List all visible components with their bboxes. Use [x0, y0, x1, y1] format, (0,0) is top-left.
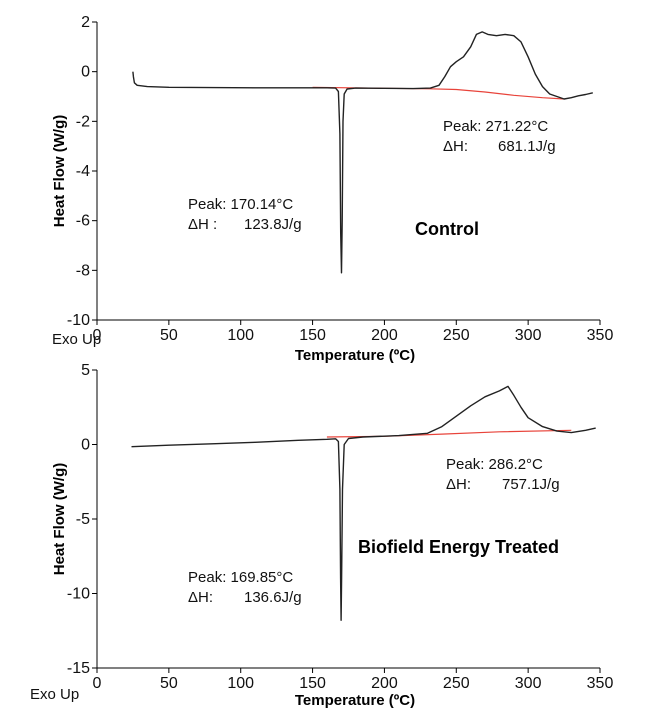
treated-y-axis-title: Heat Flow (W/g): [51, 463, 68, 576]
control-y-tick-label: 2: [81, 14, 90, 31]
treated-dh2-value: 757.1J/g: [502, 476, 560, 493]
treated-y-tick-label: -15: [67, 660, 90, 677]
control-x-tick-label: 300: [515, 327, 542, 344]
treated-dh1-symbol: ΔH:: [188, 589, 213, 606]
control-y-tick-label: -6: [76, 213, 90, 230]
control-x-tick-label: 350: [587, 327, 614, 344]
control-x-tick-label: 100: [227, 327, 254, 344]
control-x-tick-label: 150: [299, 327, 326, 344]
control-x-tick-label: 250: [443, 327, 470, 344]
treated-y-tick-label: 5: [81, 362, 90, 379]
control-x-tick-label: 0: [93, 327, 102, 344]
treated-x-tick-label: 0: [93, 675, 102, 692]
treated-x-tick-label: 300: [515, 675, 542, 692]
control-exo-up-label: Exo Up: [52, 331, 101, 348]
control-tick-layer: 20-2-4-6-8-100 50 100 150 200 250 300 350: [67, 14, 614, 344]
control-dh1-symbol: ΔH :: [188, 216, 217, 233]
control-y-axis-title: Heat Flow (W/g): [51, 115, 68, 228]
control-y-tick-label: -8: [76, 262, 90, 279]
control-dh2-value: 681.1J/g: [498, 138, 556, 155]
treated-x-tick-label: 150: [299, 675, 326, 692]
treated-curve-layer: [131, 385, 596, 621]
control-chart-panel: 20-2-4-6-8-100 50 100 150 200 250 300 350 Heat …: [51, 14, 613, 364]
control-y-tick-label: -2: [76, 113, 90, 130]
treated-x-tick-label: 100: [227, 675, 254, 692]
control-dh1-value: 123.8J/g: [244, 216, 302, 233]
treated-y-tick-label: 0: [81, 437, 90, 454]
control-peak2-label: Peak: 271.22°C: [443, 118, 548, 135]
treated-chart-panel: 50-5-10-150 50 100 150 200 250 300 350 Heat Flo…: [30, 362, 613, 708]
treated-x-axis-title: Temperature (ºC): [295, 692, 415, 708]
treated-peak2-label: Peak: 286.2°C: [446, 456, 543, 473]
control-curve-layer: [132, 31, 593, 274]
control-heat-flow-line: [132, 31, 593, 274]
treated-title: Biofield Energy Treated: [358, 537, 559, 557]
treated-peak1-label: Peak: 169.85°C: [188, 569, 293, 586]
control-x-axis-title: Temperature (ºC): [295, 347, 415, 364]
treated-x-tick-label: 250: [443, 675, 470, 692]
control-x-tick-label: 50: [160, 327, 178, 344]
treated-tick-layer: 50-5-10-150 50 100 150 200 250 300 350: [67, 362, 614, 692]
control-peak1-label: Peak: 170.14°C: [188, 196, 293, 213]
treated-dh1-value: 136.6J/g: [244, 589, 302, 606]
treated-dh2-symbol: ΔH:: [446, 476, 471, 493]
control-y-tick-label: -10: [67, 312, 90, 329]
treated-x-tick-label: 350: [587, 675, 614, 692]
control-x-tick-label: 200: [371, 327, 398, 344]
control-y-tick-label: -4: [76, 163, 90, 180]
treated-y-tick-label: -10: [67, 586, 90, 603]
control-y-tick-label: 0: [81, 64, 90, 81]
treated-x-tick-label: 50: [160, 675, 178, 692]
treated-heat-flow-line: [131, 385, 596, 621]
control-dh2-symbol: ΔH:: [443, 138, 468, 155]
control-title: Control: [415, 219, 479, 239]
treated-exo-up-label: Exo Up: [30, 686, 79, 703]
treated-y-tick-label: -5: [76, 511, 90, 528]
treated-x-tick-label: 200: [371, 675, 398, 692]
